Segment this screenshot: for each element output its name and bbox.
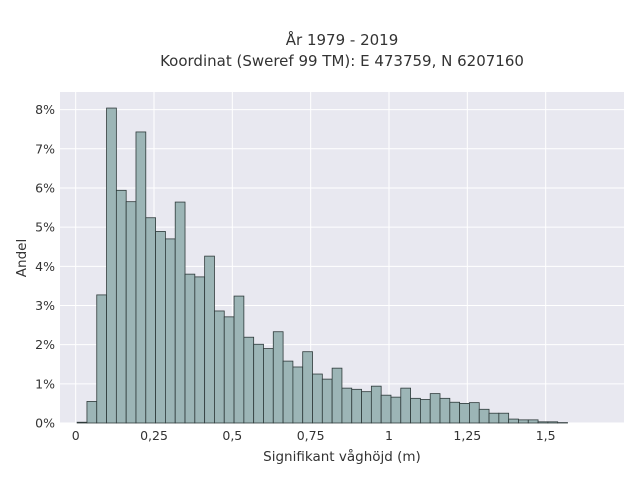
histogram-bar (145, 217, 156, 424)
y-tick-label: 5% (35, 220, 55, 235)
histogram-bar (361, 391, 372, 424)
histogram-bar (390, 396, 402, 424)
histogram-bar (400, 387, 411, 424)
histogram-bar (125, 201, 137, 424)
bars (76, 107, 568, 424)
y-axis-label: Andel (14, 239, 30, 277)
histogram-bar (321, 378, 333, 424)
histogram-bar (469, 402, 480, 424)
histogram-bar (312, 373, 323, 424)
histogram-bar (518, 419, 529, 424)
histogram-bar (194, 276, 206, 424)
histogram-bar (204, 255, 215, 424)
histogram-bar (135, 131, 147, 424)
histogram-bar (488, 412, 500, 424)
y-axis-ticks: 0% 1% 2% 3% 4% 5% 6% 7% 8% (35, 102, 55, 430)
histogram-bar (449, 401, 461, 424)
histogram-bar (370, 385, 382, 424)
x-tick-label: 0,5 (222, 428, 242, 443)
x-axis-ticks: 0 0,25 0,5 0,75 1 1,25 1,5 (72, 428, 556, 443)
histogram-bar (86, 401, 98, 424)
y-tick-label: 0% (35, 416, 55, 431)
histogram-bar (155, 231, 166, 424)
histogram-bar (115, 189, 127, 424)
histogram-bar (282, 360, 294, 424)
histogram-bar (106, 107, 117, 424)
histogram-bar (272, 331, 284, 424)
histogram-bar (478, 408, 490, 424)
histogram-bar (96, 294, 107, 424)
histogram-bar (341, 387, 353, 424)
histogram-bar (380, 394, 392, 424)
y-tick-label: 3% (35, 298, 55, 313)
histogram-bar (498, 412, 510, 424)
histogram-bar (527, 419, 539, 424)
histogram-bar (331, 367, 343, 424)
y-tick-label: 1% (35, 376, 55, 391)
x-tick-label: 1,5 (536, 428, 556, 443)
histogram-bar (439, 397, 451, 424)
y-tick-label: 7% (35, 141, 55, 156)
histogram-bar (537, 421, 549, 424)
histogram-bar (351, 388, 362, 424)
histogram-bar (302, 351, 313, 424)
x-tick-label: 1 (385, 428, 393, 443)
x-axis-label: Signifikant våghöjd (m) (263, 448, 421, 465)
x-tick-label: 1,25 (453, 428, 481, 443)
y-tick-label: 4% (35, 259, 55, 274)
histogram-bar (263, 348, 274, 424)
histogram-bar (292, 366, 304, 424)
histogram-bar (253, 343, 264, 424)
y-tick-label: 8% (35, 102, 55, 117)
histogram-bar (547, 421, 559, 424)
x-tick-label: 0,25 (140, 428, 168, 443)
histogram-bar (214, 310, 225, 424)
histogram-bar (508, 418, 519, 424)
histogram-bar (223, 316, 235, 424)
histogram-bar (243, 336, 255, 424)
histogram-bar (459, 403, 470, 424)
histogram-bar (410, 397, 421, 424)
histogram-bar (419, 399, 431, 424)
chart-title: År 1979 - 2019 (286, 30, 399, 49)
histogram-bar (76, 421, 88, 424)
histogram-bar (174, 201, 186, 424)
histogram-bar (165, 238, 176, 424)
histogram-bar (429, 393, 441, 424)
x-tick-label: 0,75 (297, 428, 325, 443)
chart-subtitle: Koordinat (Sweref 99 TM): E 473759, N 62… (160, 52, 524, 70)
x-tick-label: 0 (72, 428, 80, 443)
histogram-bar (184, 273, 196, 424)
y-tick-label: 6% (35, 180, 55, 195)
histogram-bar (233, 295, 245, 424)
y-tick-label: 2% (35, 337, 55, 352)
